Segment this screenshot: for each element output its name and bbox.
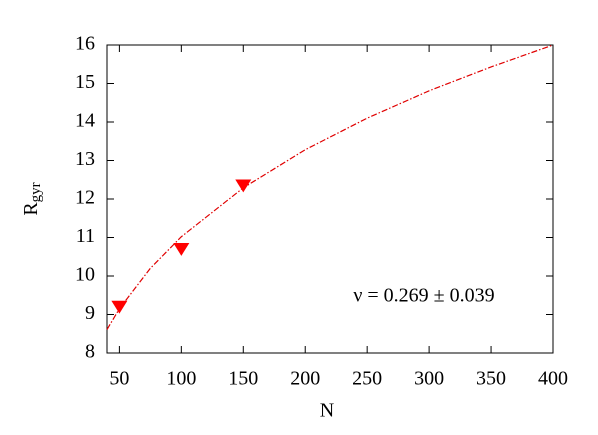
x-tick-label: 300	[414, 368, 444, 390]
data-point	[111, 300, 128, 314]
y-tick-label: 16	[75, 33, 95, 55]
x-tick-label: 350	[476, 368, 506, 390]
x-tick-label: 150	[228, 368, 258, 390]
data-point	[235, 179, 252, 193]
x-tick-label: 200	[290, 368, 320, 390]
y-tick-label: 14	[75, 110, 95, 132]
y-tick-label: 12	[75, 187, 95, 209]
y-tick-label: 11	[76, 225, 95, 247]
x-tick-label: 400	[538, 368, 568, 390]
y-label-sub: gyr	[28, 182, 44, 202]
x-tick-label: 50	[109, 368, 129, 390]
y-tick-label: 9	[85, 302, 95, 324]
data-point	[173, 243, 190, 256]
plot-frame	[106, 44, 554, 354]
y-tick-label: 10	[75, 264, 95, 286]
x-tick-label: 100	[166, 368, 196, 390]
y-tick-label: 13	[75, 148, 95, 170]
y-axis-label: Rgyr	[20, 182, 45, 215]
annotation: ν = 0.269 ± 0.039	[353, 285, 494, 307]
fit-line	[106, 44, 554, 330]
y-tick-label: 8	[85, 341, 95, 363]
y-label-main: R	[20, 202, 42, 216]
x-tick-label: 250	[352, 368, 382, 390]
x-axis-label: N	[320, 400, 334, 422]
y-tick-label: 15	[75, 71, 95, 93]
